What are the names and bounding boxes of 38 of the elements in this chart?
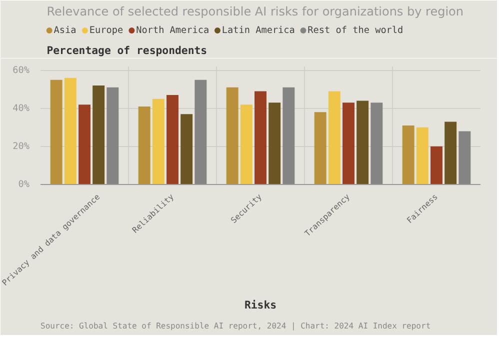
y-tick-label: 40% bbox=[12, 102, 30, 114]
bar bbox=[444, 122, 457, 184]
bar bbox=[92, 86, 105, 184]
bar bbox=[370, 102, 383, 184]
legend-label: North America bbox=[136, 25, 210, 36]
bar bbox=[314, 112, 326, 184]
bar bbox=[254, 91, 266, 184]
bar bbox=[268, 102, 281, 184]
bar bbox=[78, 104, 90, 184]
bar bbox=[64, 78, 76, 184]
bar bbox=[328, 91, 340, 184]
legend-label: Latin America bbox=[222, 25, 295, 36]
bar bbox=[50, 80, 62, 184]
bar bbox=[458, 131, 471, 184]
bar bbox=[226, 87, 238, 184]
bar bbox=[416, 127, 428, 184]
bar bbox=[194, 80, 207, 184]
bar bbox=[430, 146, 442, 184]
bar bbox=[106, 87, 119, 184]
legend-label: Rest of the world bbox=[308, 25, 404, 36]
chart-title: Relevance of selected responsible AI risks for organizations by region bbox=[46, 4, 464, 18]
y-tick-label: 0% bbox=[18, 179, 30, 190]
y-tick-label: 60% bbox=[12, 64, 30, 76]
bar bbox=[402, 126, 414, 184]
source-note: Source: Global State of Responsible AI report, 2024 | Chart: 2024 AI Index report bbox=[40, 322, 431, 330]
bar bbox=[138, 106, 150, 184]
x-axis-title: Risks bbox=[244, 298, 277, 312]
bar bbox=[282, 87, 295, 184]
y-axis-title: Percentage of respondents bbox=[46, 44, 208, 57]
legend-label: Asia bbox=[54, 25, 76, 36]
y-tick-label: 20% bbox=[12, 140, 30, 152]
bar bbox=[356, 100, 369, 184]
legend-label: Europe bbox=[89, 25, 124, 36]
bar bbox=[180, 114, 193, 184]
bar bbox=[152, 98, 164, 184]
bar bbox=[342, 102, 354, 184]
bar bbox=[166, 95, 178, 184]
bar bbox=[240, 104, 252, 184]
